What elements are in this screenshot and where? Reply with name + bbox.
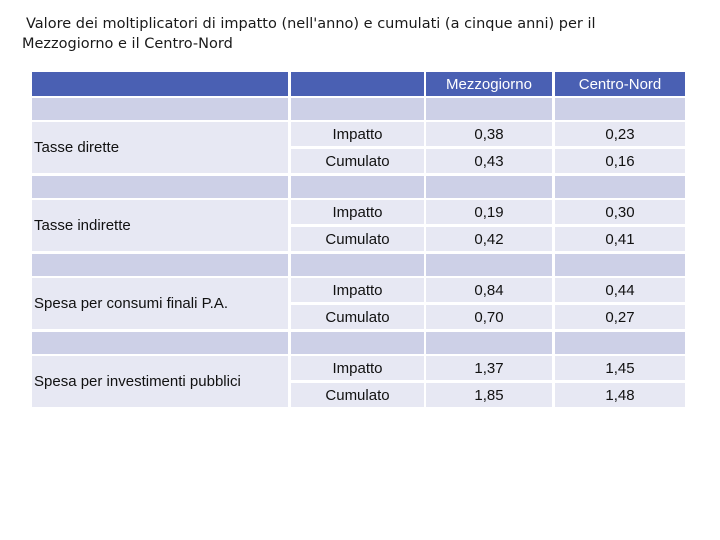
band-cell [555,176,685,198]
row-group-label: Tasse dirette [32,122,288,173]
centro-nord-value-cell: 0,30 [555,200,685,224]
mezzogiorno-value-cell: 1,37 [426,356,552,380]
title-line-2: Mezzogiorno e il Centro-Nord [22,36,233,52]
centro-nord-value-cell: 0,23 [555,122,685,146]
row-type-cell: Impatto [291,278,424,302]
band-cell [32,332,288,354]
centro-nord-value-cell: 1,45 [555,356,685,380]
centro-nord-value-cell: 0,41 [555,227,685,251]
mezzogiorno-value-cell: 0,38 [426,122,552,146]
band-cell [291,98,424,120]
centro-nord-value-cell: 0,27 [555,305,685,329]
header-cell-2: Mezzogiorno [426,72,552,96]
page-title: Valore dei moltiplicatori di impatto (ne… [22,14,682,54]
row-type-cell: Cumulato [291,149,424,173]
row-type-cell: Cumulato [291,227,424,251]
band-cell [555,98,685,120]
centro-nord-value-cell: 0,16 [555,149,685,173]
band-cell [291,176,424,198]
header-cell-3: Centro-Nord [555,72,685,96]
band-cell [426,176,552,198]
band-cell [555,332,685,354]
row-type-cell: Cumulato [291,383,424,407]
row-group-label: Spesa per consumi finali P.A. [32,278,288,329]
mezzogiorno-value-cell: 0,42 [426,227,552,251]
row-type-cell: Impatto [291,356,424,380]
band-cell [426,332,552,354]
band-cell [426,98,552,120]
mezzogiorno-value-cell: 0,43 [426,149,552,173]
centro-nord-value-cell: 1,48 [555,383,685,407]
header-cell-1 [291,72,424,96]
band-cell [555,254,685,276]
row-type-cell: Impatto [291,122,424,146]
mezzogiorno-value-cell: 1,85 [426,383,552,407]
centro-nord-value-cell: 0,44 [555,278,685,302]
mezzogiorno-value-cell: 0,70 [426,305,552,329]
band-cell [32,254,288,276]
row-group-label: Spesa per investimenti pubblici [32,356,288,407]
header-cell-0 [32,72,288,96]
band-cell [32,98,288,120]
band-cell [291,254,424,276]
mezzogiorno-value-cell: 0,84 [426,278,552,302]
mezzogiorno-value-cell: 0,19 [426,200,552,224]
title-line-1: Valore dei moltiplicatori di impatto (ne… [26,16,596,32]
row-type-cell: Cumulato [291,305,424,329]
band-cell [291,332,424,354]
band-cell [32,176,288,198]
row-group-label: Tasse indirette [32,200,288,251]
band-cell [426,254,552,276]
row-type-cell: Impatto [291,200,424,224]
